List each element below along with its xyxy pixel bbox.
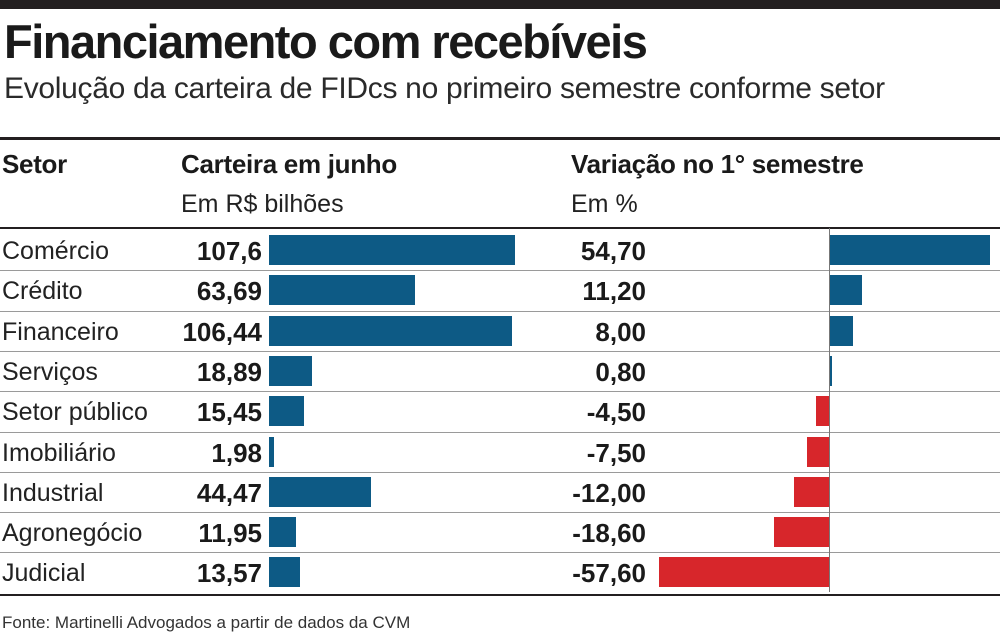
sector-label: Imobiliário bbox=[2, 439, 116, 467]
row-separator bbox=[0, 351, 1000, 352]
change-bar-negative bbox=[774, 517, 829, 547]
change-zero-axis bbox=[829, 228, 830, 592]
portfolio-bar bbox=[269, 477, 371, 507]
sector-label: Judicial bbox=[2, 559, 86, 587]
header-portfolio: Carteira em junho bbox=[181, 149, 397, 179]
portfolio-bar bbox=[269, 316, 512, 346]
portfolio-bar bbox=[269, 517, 296, 547]
table-bottom-rule bbox=[0, 594, 1000, 596]
top-bar bbox=[0, 0, 1000, 9]
portfolio-bar bbox=[269, 396, 304, 426]
header-top-rule bbox=[0, 137, 1000, 140]
change-value-label: 0,80 bbox=[595, 357, 646, 387]
header-bottom-rule bbox=[0, 227, 1000, 229]
change-bar-positive bbox=[829, 316, 853, 346]
change-bar-positive bbox=[829, 356, 832, 386]
sector-label: Financeiro bbox=[2, 318, 119, 346]
header-portfolio-unit: Em R$ bilhões bbox=[181, 190, 344, 218]
portfolio-bar bbox=[269, 356, 312, 386]
sector-label: Agronegócio bbox=[2, 519, 143, 547]
change-value-label: -57,60 bbox=[572, 558, 646, 588]
sector-label: Comércio bbox=[2, 237, 109, 265]
change-value-label: 54,70 bbox=[580, 236, 646, 266]
change-value-label: 8,00 bbox=[595, 317, 646, 347]
portfolio-value-label: 13,57 bbox=[196, 558, 262, 588]
header-sector: Setor bbox=[2, 149, 67, 179]
portfolio-bar bbox=[269, 275, 415, 305]
portfolio-value-label: 15,45 bbox=[196, 397, 262, 427]
portfolio-value-label: 63,69 bbox=[196, 276, 262, 306]
portfolio-bar bbox=[269, 235, 515, 265]
sector-label: Setor público bbox=[2, 398, 148, 426]
sector-label: Industrial bbox=[2, 479, 104, 507]
change-value-label: -18,60 bbox=[572, 518, 646, 548]
change-bar-negative bbox=[794, 477, 829, 507]
row-separator bbox=[0, 270, 1000, 271]
row-separator bbox=[0, 512, 1000, 513]
row-separator bbox=[0, 432, 1000, 433]
row-separator bbox=[0, 552, 1000, 553]
row-separator bbox=[0, 311, 1000, 312]
change-bar-positive bbox=[829, 275, 862, 305]
change-value-label: 11,20 bbox=[582, 276, 646, 306]
change-value-label: -4,50 bbox=[586, 397, 646, 427]
portfolio-value-label: 1,98 bbox=[211, 438, 262, 468]
portfolio-value-label: 107,6 bbox=[196, 236, 262, 266]
chart-subtitle: Evolução da carteira de FIDcs no primeir… bbox=[4, 72, 885, 105]
portfolio-bar bbox=[269, 557, 300, 587]
change-bar-negative bbox=[816, 396, 829, 426]
change-value-label: -12,00 bbox=[572, 478, 646, 508]
source-note: Fonte: Martinelli Advogados a partir de … bbox=[2, 613, 411, 632]
portfolio-bar bbox=[269, 437, 274, 467]
change-value-label: -7,50 bbox=[586, 438, 646, 468]
row-separator bbox=[0, 391, 1000, 392]
chart-title: Financiamento com recebíveis bbox=[4, 15, 648, 68]
portfolio-value-label: 18,89 bbox=[196, 357, 262, 387]
change-bar-negative bbox=[659, 557, 829, 587]
portfolio-value-label: 11,95 bbox=[198, 518, 262, 548]
change-bar-negative bbox=[807, 437, 829, 467]
sector-label: Serviços bbox=[2, 358, 98, 386]
portfolio-value-label: 44,47 bbox=[196, 478, 262, 508]
header-change: Variação no 1° semestre bbox=[571, 149, 864, 179]
portfolio-value-label: 106,44 bbox=[182, 317, 262, 347]
row-separator bbox=[0, 472, 1000, 473]
header-change-unit: Em % bbox=[571, 190, 638, 218]
sector-label: Crédito bbox=[2, 277, 83, 305]
change-bar-positive bbox=[829, 235, 990, 265]
